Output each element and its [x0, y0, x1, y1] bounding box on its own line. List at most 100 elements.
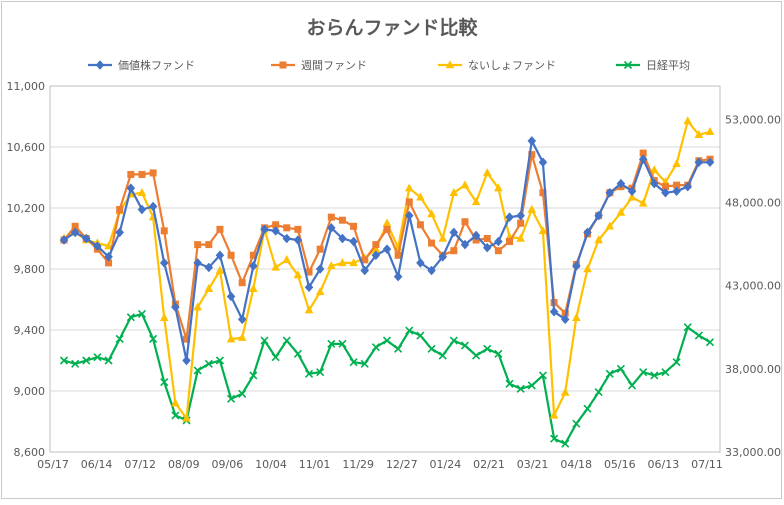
legend-label: ないしょファンド — [468, 59, 556, 72]
data-point — [227, 394, 236, 403]
data-point — [549, 306, 559, 317]
data-point — [215, 265, 225, 274]
data-point — [205, 241, 213, 249]
x-axis-tick-label: 01/24 — [430, 458, 462, 471]
data-point — [561, 309, 569, 317]
data-point — [282, 255, 292, 264]
data-point — [394, 251, 402, 259]
data-point — [138, 170, 146, 178]
data-point — [271, 262, 280, 271]
data-point — [226, 291, 236, 302]
left-axis-tick-label: 9,400 — [14, 324, 46, 337]
data-point — [305, 268, 313, 276]
data-point — [639, 149, 647, 157]
data-point — [149, 169, 157, 177]
data-point — [683, 323, 692, 332]
x-axis-tick-label: 09/06 — [212, 458, 244, 471]
data-point — [70, 227, 80, 238]
data-point — [194, 241, 202, 249]
data-point — [638, 198, 648, 207]
data-point — [471, 197, 481, 206]
data-point — [249, 251, 257, 259]
data-point — [137, 204, 147, 215]
data-point — [694, 157, 704, 168]
data-point — [427, 209, 436, 218]
data-point — [204, 359, 213, 368]
data-point — [59, 356, 69, 365]
data-point — [193, 302, 202, 311]
data-point — [393, 271, 403, 282]
data-point — [683, 181, 693, 192]
data-point — [528, 151, 536, 159]
series-0 — [59, 136, 715, 366]
legend-marker — [445, 60, 455, 69]
data-point — [115, 227, 125, 238]
data-point — [538, 371, 547, 380]
data-point — [304, 369, 314, 378]
data-point — [237, 332, 247, 341]
data-point — [249, 284, 258, 293]
data-point — [449, 336, 458, 345]
data-point — [382, 244, 392, 255]
data-point — [338, 339, 347, 348]
data-point — [661, 187, 670, 198]
x-axis-ticks: 05/17 06/14 07/12 08/09 09/06 10/04 11/01 11/29… — [37, 458, 723, 471]
data-point — [416, 221, 424, 229]
data-point — [126, 183, 136, 194]
data-point — [449, 187, 459, 196]
data-point — [438, 233, 447, 242]
data-point — [137, 187, 147, 196]
right-axis-tick-label: 38,000.00 — [725, 363, 781, 376]
data-point — [105, 259, 113, 267]
data-point — [672, 358, 681, 367]
data-point — [516, 210, 525, 221]
data-point — [304, 305, 314, 314]
data-point — [516, 384, 525, 393]
data-point — [249, 261, 258, 271]
data-point — [627, 381, 637, 390]
left-axis-ticks: 8,600 9,000 9,400 9,800 10,200 10,600 11,000 — [7, 80, 46, 459]
data-point — [82, 356, 91, 365]
data-point — [583, 227, 592, 238]
data-point — [81, 233, 91, 244]
data-point — [572, 313, 581, 321]
data-point — [438, 351, 447, 360]
data-point — [282, 233, 292, 244]
data-point — [371, 343, 380, 352]
x-axis-tick-label: 06/14 — [81, 458, 113, 471]
data-point — [271, 225, 280, 236]
data-point — [159, 258, 169, 268]
data-point — [506, 238, 514, 246]
legend-label: 価値株ファンド — [118, 58, 195, 72]
data-point — [460, 180, 470, 189]
x-axis-tick-label: 11/29 — [342, 458, 374, 471]
data-point — [505, 379, 514, 388]
data-point — [104, 356, 113, 365]
data-point — [182, 355, 191, 366]
data-point — [705, 126, 715, 135]
data-point — [294, 225, 302, 233]
data-point — [460, 341, 470, 350]
data-point — [694, 130, 704, 138]
data-point — [338, 258, 347, 267]
data-point — [160, 378, 169, 387]
data-point — [238, 279, 246, 287]
left-axis-tick-label: 10,600 — [7, 141, 46, 154]
legend-marker — [95, 60, 105, 70]
data-point — [349, 358, 358, 367]
data-point — [349, 258, 358, 267]
data-point — [215, 250, 225, 261]
data-point — [483, 344, 492, 353]
data-point — [171, 398, 180, 407]
legend-marker — [279, 61, 287, 69]
data-point — [237, 314, 247, 325]
data-point — [272, 221, 280, 229]
data-point — [360, 265, 370, 276]
data-point — [371, 250, 381, 261]
data-point — [694, 331, 703, 340]
data-point — [104, 251, 113, 262]
data-point — [327, 213, 335, 221]
data-point — [673, 181, 681, 189]
data-point — [227, 251, 235, 259]
